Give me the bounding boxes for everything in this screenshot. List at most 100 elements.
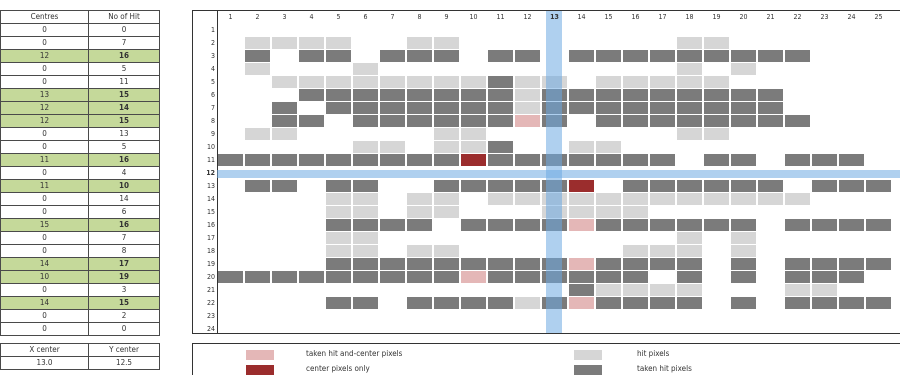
pixel-cell: [326, 50, 351, 62]
pixel-cell: [434, 245, 459, 257]
no-of-hit-cell: 11: [88, 75, 160, 89]
row-number: 15: [206, 208, 215, 216]
column-header: 4: [309, 13, 314, 21]
pixel-cell: [515, 271, 540, 283]
pixel-cell: [326, 232, 351, 244]
pixel-cell: [623, 102, 648, 114]
pixel-cell: [677, 219, 702, 231]
pixel-cell: [677, 102, 702, 114]
pixel-cell: [434, 76, 459, 88]
pixel-cell: [488, 193, 513, 205]
centres-cell: 0: [0, 231, 89, 245]
row-number: 5: [210, 78, 215, 86]
pixel-cell: [461, 89, 486, 101]
pixel-cell: [353, 258, 378, 270]
pixel-cell: [704, 154, 729, 166]
pixel-cell: [326, 154, 351, 166]
pixel-cell: [434, 206, 459, 218]
pixel-cell: [677, 271, 702, 283]
pixel-cell: [704, 76, 729, 88]
pixel-cell: [353, 219, 378, 231]
pixel-cell: [812, 154, 837, 166]
pixel-cell: [353, 154, 378, 166]
pixel-cell: [650, 50, 675, 62]
pixel-cell: [380, 258, 405, 270]
pixel-cell: [380, 50, 405, 62]
pixel-cell: [758, 102, 783, 114]
pixel-cell: [596, 206, 621, 218]
column-header: 25: [874, 13, 883, 21]
no-of-hit-cell: 16: [88, 153, 160, 167]
pixel-cell: [461, 219, 486, 231]
no-of-hit-cell: 15: [88, 88, 160, 102]
pixel-cell: [812, 258, 837, 270]
no-of-hit-cell: 0: [88, 23, 160, 37]
pixel-cell: [299, 89, 324, 101]
pixel-cell: [407, 102, 432, 114]
pixel-cell: [650, 180, 675, 192]
pixel-cells: 1 2 3 4 5 6 7 8 9 10 11 12 13 14 15 16 17 18 19 20 21 22 23 24 2…: [217, 11, 900, 333]
column-header: 12: [523, 13, 532, 21]
pixel-cell: [731, 258, 756, 270]
pixel-cell: [677, 50, 702, 62]
center-coordinates-table: X center Y center 13.0 12.5: [0, 343, 160, 370]
pixel-cell: [569, 102, 594, 114]
centres-cell: 11: [0, 179, 89, 193]
x-center-value: 13.0: [0, 356, 89, 370]
pixel-cell: [353, 89, 378, 101]
pixel-cell: [434, 102, 459, 114]
pixel-cell: [596, 193, 621, 205]
no-of-hit-cell: 6: [88, 205, 160, 219]
pixel-cell: [650, 76, 675, 88]
pixel-cell: [353, 63, 378, 75]
pixel-cell: [623, 193, 648, 205]
pixel-cell: [299, 154, 324, 166]
pixel-cell: [866, 180, 891, 192]
pixel-cell: [812, 219, 837, 231]
pixel-cell: [785, 258, 810, 270]
pixel-cell: [704, 128, 729, 140]
centres-cell: 0: [0, 23, 89, 37]
pixel-cell: [677, 193, 702, 205]
no-of-hit-cell: 3: [88, 283, 160, 297]
column-header: 1: [228, 13, 233, 21]
no-of-hit-header: No of Hit: [88, 10, 160, 24]
pixel-cell: [326, 76, 351, 88]
pixel-cell: [677, 76, 702, 88]
row-number: 12: [206, 169, 215, 177]
pixel-cell: [407, 219, 432, 231]
pixel-cell: [731, 180, 756, 192]
no-of-hit-cell: 0: [88, 322, 160, 336]
pixel-cell: [677, 232, 702, 244]
pixel-cell: [272, 76, 297, 88]
pixel-cell: [623, 245, 648, 257]
pixel-cell: [488, 180, 513, 192]
pixel-cell: [299, 50, 324, 62]
centres-cell: 14: [0, 296, 89, 310]
pixel-cell: [299, 115, 324, 127]
centres-cell: 12: [0, 49, 89, 63]
pixel-cell: [677, 115, 702, 127]
pixel-cell: [677, 297, 702, 309]
pixel-cell: [434, 154, 459, 166]
pixel-cell: [488, 141, 513, 153]
no-of-hit-cell: 13: [88, 127, 160, 141]
centres-cell: 13: [0, 88, 89, 102]
row-number: 6: [210, 91, 215, 99]
no-of-hit-cell: 5: [88, 140, 160, 154]
pixel-cell: [650, 102, 675, 114]
pixel-cell: [623, 180, 648, 192]
pixel-cell: [731, 271, 756, 283]
centres-cell: 0: [0, 140, 89, 154]
no-of-hit-cell: 2: [88, 309, 160, 323]
table-row: 11 16: [0, 153, 160, 167]
row-number: 13: [206, 182, 215, 190]
pixel-cell: [299, 271, 324, 283]
pixel-cell: [434, 128, 459, 140]
pixel-cell: [839, 297, 864, 309]
pixel-cell: [407, 76, 432, 88]
centres-cell: 0: [0, 283, 89, 297]
pixel-cell: [299, 76, 324, 88]
